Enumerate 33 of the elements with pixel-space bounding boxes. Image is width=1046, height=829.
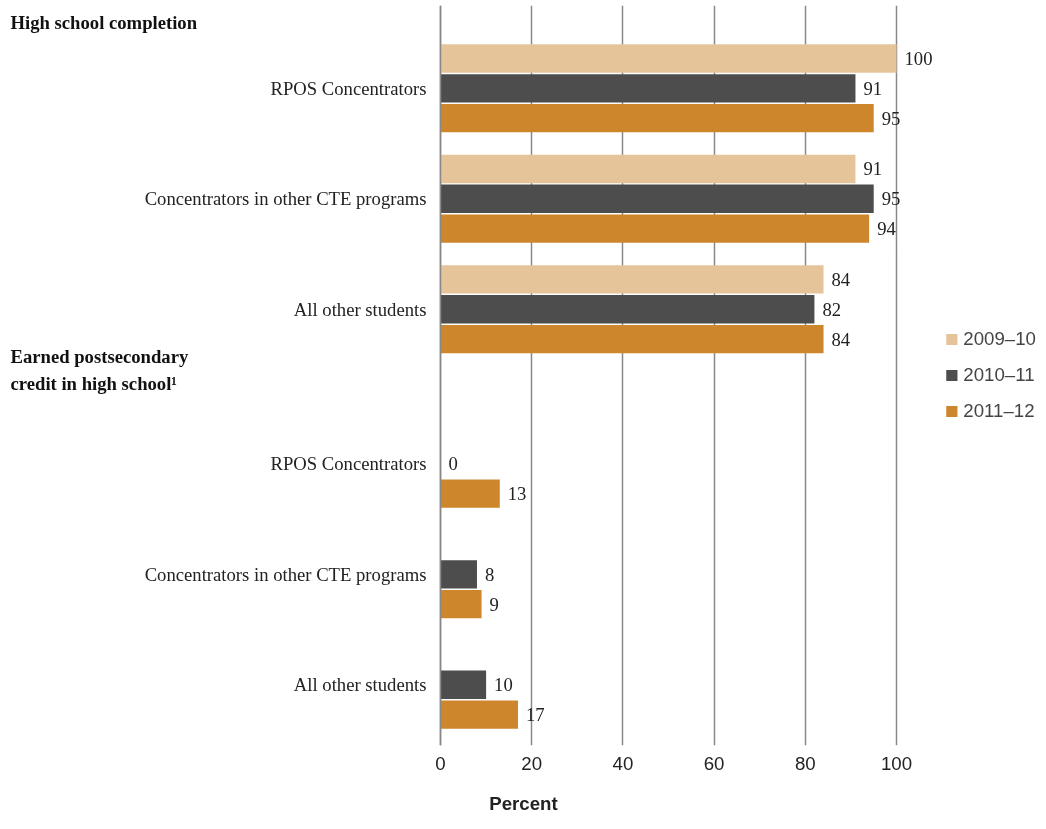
data-label: 13 (507, 483, 527, 505)
data-label: 8 (484, 563, 495, 585)
x-tick-label: 60 (703, 752, 725, 774)
y-tick-label: Concentrators in other CTE programs (144, 188, 427, 210)
legend-label: 2011–12 (963, 400, 1035, 422)
y-tick-label: All other students (293, 674, 427, 696)
data-label: 100 (904, 48, 933, 70)
data-label: 91 (863, 77, 883, 99)
data-label: 95 (881, 188, 901, 210)
data-label: 94 (877, 218, 897, 240)
x-tick-label: 20 (521, 752, 543, 774)
data-label: 91 (863, 158, 883, 180)
data-label: 84 (831, 268, 851, 290)
legend-label: 2010–11 (963, 364, 1035, 386)
data-label: 0 (448, 453, 458, 475)
x-tick-label: 80 (794, 752, 816, 774)
legend-label: 2009–10 (963, 328, 1036, 350)
data-label: 9 (489, 593, 499, 615)
y-tick-label: RPOS Concentrators (270, 77, 427, 99)
data-label: 84 (831, 328, 851, 350)
y-tick-label: All other students (293, 298, 427, 320)
text: Earned postsecondary credit in high school¹ (10, 345, 189, 395)
text: High school completion (10, 11, 198, 33)
data-label: 10 (494, 674, 513, 696)
x-tick-label: 0 (435, 752, 446, 774)
data-label: 17 (526, 704, 545, 726)
x-axis-title: Percent (489, 792, 558, 814)
x-tick-label: 100 (880, 752, 913, 774)
data-label: 95 (881, 107, 901, 129)
x-tick-label: 40 (612, 752, 634, 774)
y-tick-label: Concentrators in other CTE programs (144, 563, 427, 585)
y-tick-label: RPOS Concentrators (270, 453, 427, 475)
data-label: 82 (822, 298, 842, 320)
